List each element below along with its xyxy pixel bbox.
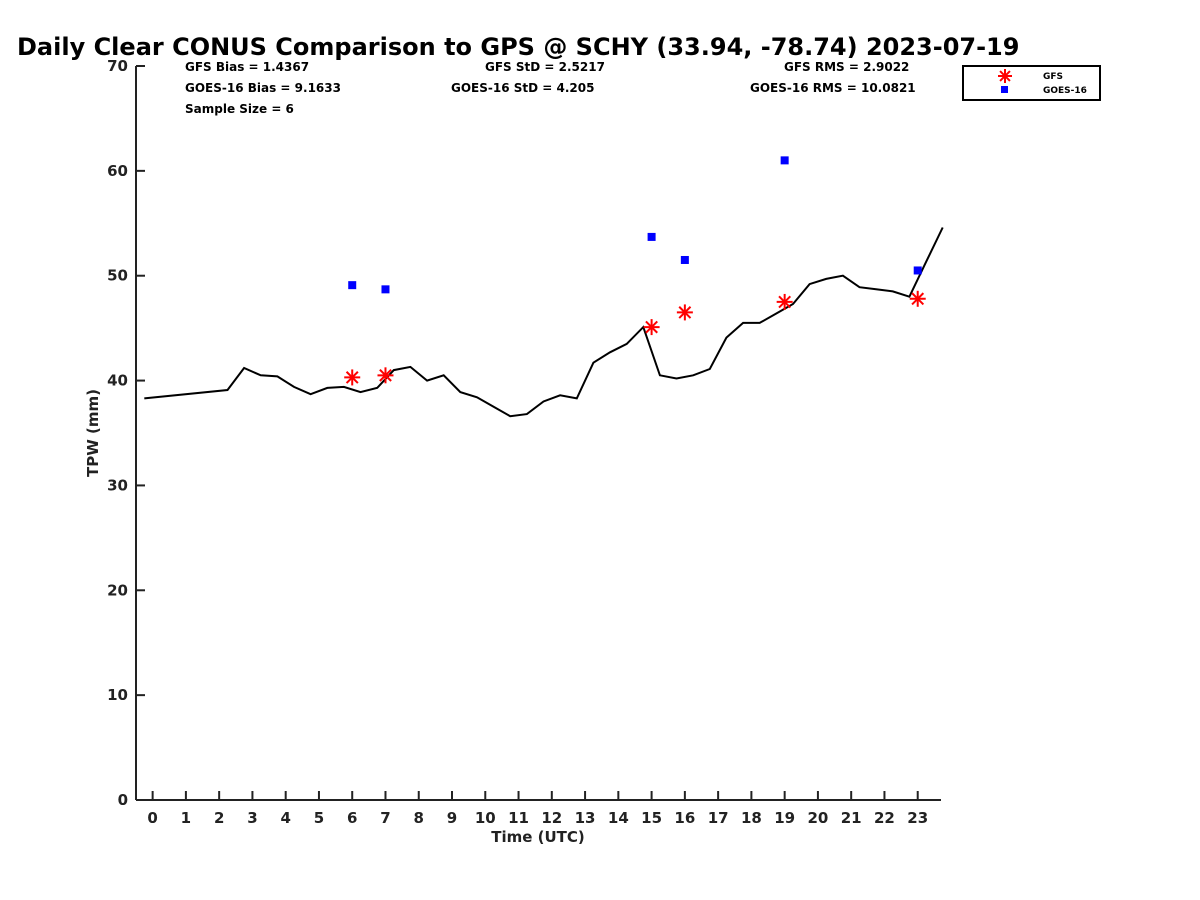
legend-goes-marker [1001,86,1008,93]
goes-std-label: GOES-16 StD = 4.205 [451,81,594,95]
x-tick-label: 9 [447,809,457,827]
x-axis-label: Time (UTC) [491,828,585,846]
legend: GFS GOES-16 [962,65,1101,101]
goes16-series [348,156,922,294]
x-tick-label: 19 [774,809,795,827]
x-tick-label: 7 [380,809,390,827]
goes-bias-label: GOES-16 Bias = 9.1633 [185,81,341,95]
x-tick-label: 0 [147,809,157,827]
goes-rms-label: GOES-16 RMS = 10.0821 [750,81,916,95]
goes16-point [348,281,357,290]
x-tick-label: 2 [214,809,224,827]
gfs-point [643,319,660,336]
x-tick-label: 14 [608,809,629,827]
x-tick-label: 13 [575,809,596,827]
legend-goes-label: GOES-16 [1043,86,1087,96]
x-tick-label: 16 [674,809,695,827]
stats-block: GFS Bias = 1.4367 GOES-16 Bias = 9.1633 … [185,60,916,116]
x-tick-label: 23 [907,809,928,827]
x-tick-label: 4 [280,809,290,827]
goes16-point [913,266,922,275]
y-tick-label: 70 [107,57,128,75]
x-tick-label: 6 [347,809,357,827]
x-tick-label: 22 [874,809,895,827]
gps-line [144,227,944,418]
goes16-point [647,232,656,241]
y-tick-label: 0 [118,791,128,809]
legend-gfs-asterisk [998,69,1012,83]
x-tick-label: 3 [247,809,257,827]
goes16-point [680,255,689,264]
x-tick-label: 20 [807,809,828,827]
chart-title: Daily Clear CONUS Comparison to GPS @ SC… [17,33,1019,61]
x-tick-label: 12 [541,809,562,827]
goes16-point [381,285,390,294]
y-tick-label: 30 [107,476,128,494]
sample-size-label: Sample Size = 6 [185,102,294,116]
goes16-point [780,156,789,165]
gfs-point [909,290,926,307]
y-tick-label: 40 [107,372,128,390]
gfs-bias-label: GFS Bias = 1.4367 [185,60,309,74]
y-tick-label: 60 [107,162,128,180]
gfs-point [377,367,394,384]
x-tick-label: 11 [508,809,529,827]
y-axis-label: TPW (mm) [84,389,102,477]
legend-gfs-marker [998,69,1012,83]
x-tick-label: 5 [314,809,324,827]
gfs-series [344,290,926,386]
gfs-point [676,304,693,321]
legend-box [962,65,1101,101]
gfs-point [776,293,793,310]
gfs-point [344,369,361,386]
x-tick-label: 1 [181,809,191,827]
y-tick-label: 10 [107,686,128,704]
gfs-rms-label: GFS RMS = 2.9022 [784,60,909,74]
gfs-std-label: GFS StD = 2.5217 [485,60,605,74]
x-tick-label: 10 [475,809,496,827]
x-tick-label: 18 [741,809,762,827]
x-tick-label: 21 [841,809,862,827]
y-tick-label: 50 [107,267,128,285]
x-tick-label: 15 [641,809,662,827]
x-tick-label: 8 [414,809,424,827]
x-tick-label: 17 [708,809,729,827]
legend-gfs-label: GFS [1043,72,1063,82]
gps-line-series [144,227,944,418]
y-tick-label: 20 [107,581,128,599]
